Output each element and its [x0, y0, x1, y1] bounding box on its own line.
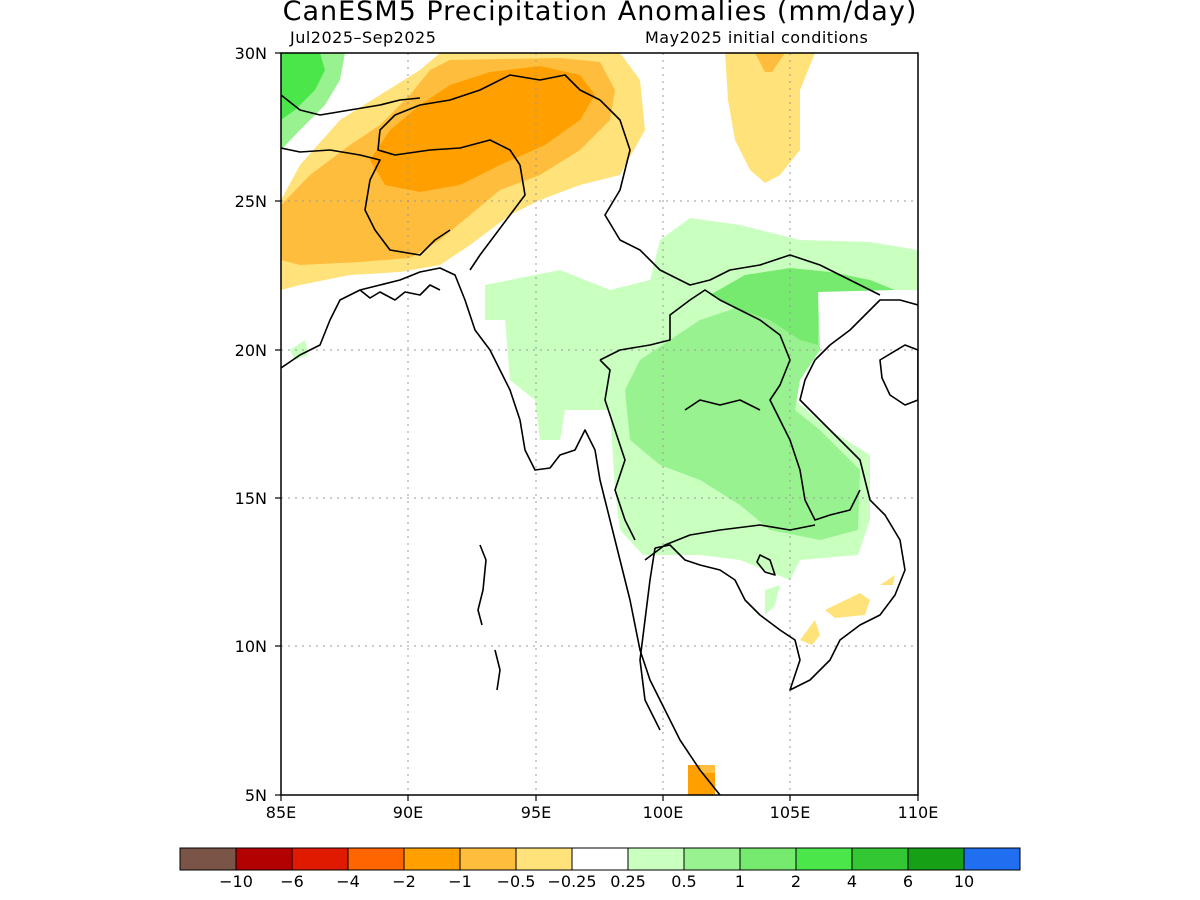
- anomaly-neg-weak-south: [825, 593, 870, 618]
- axis-ticks: [275, 52, 919, 801]
- anomaly-neg-weak-malay: [700, 765, 715, 773]
- lon-label: 100E: [642, 803, 684, 822]
- colorbar-swatch: [459, 847, 517, 871]
- colorbar-tick-label: −6: [280, 872, 304, 891]
- lat-label: 25N: [234, 192, 267, 211]
- lon-label: 110E: [897, 803, 939, 822]
- lat-label: 15N: [234, 489, 267, 508]
- anomaly-neg-weak-ne: [725, 53, 815, 183]
- anomaly-neg-weak-south2: [800, 620, 820, 645]
- colorbar-tick-label: 10: [953, 872, 975, 891]
- colorbar-tick-label: −0.25: [547, 872, 597, 891]
- lat-label: 20N: [234, 341, 267, 360]
- colorbar-tick-label: −4: [336, 872, 360, 891]
- colorbar-swatch: [347, 847, 405, 871]
- colorbar-tick-label: −1: [448, 872, 472, 891]
- anomaly-neg-ne-core: [755, 53, 785, 72]
- anomaly-pos-mod-ne: [710, 268, 895, 345]
- colorbar-swatch: [571, 847, 629, 871]
- colorbar-swatch: [795, 847, 853, 871]
- lat-label: 10N: [234, 637, 267, 656]
- init-conditions-label: May2025 initial conditions: [645, 28, 869, 47]
- colorbar-swatch: [403, 847, 461, 871]
- colorbar-swatch: [515, 847, 573, 871]
- lat-label: 30N: [234, 44, 267, 63]
- lon-label: 105E: [769, 803, 811, 822]
- lon-label: 90E: [392, 803, 424, 822]
- colorbar-swatch: [739, 847, 797, 871]
- colorbar-tick-label: 6: [902, 872, 914, 891]
- period-label: Jul2025–Sep2025: [290, 28, 437, 47]
- colorbar-tick-label: −10: [219, 872, 253, 891]
- colorbar-tick-label: 2: [790, 872, 802, 891]
- colorbar-tick-label: 0.25: [610, 872, 646, 891]
- anomaly-pos-weak-island: [765, 585, 780, 615]
- colorbar-swatch: [963, 847, 1021, 871]
- colorbar-swatch: [291, 847, 349, 871]
- chart-title: CanESM5 Precipitation Anomalies (mm/day): [282, 0, 918, 27]
- coastlines: [281, 74, 918, 795]
- colorbar: [179, 847, 1021, 871]
- anomaly-fields: [281, 53, 918, 795]
- colorbar-swatch: [179, 847, 237, 871]
- colorbar-tick-label: 1: [734, 872, 746, 891]
- colorbar-tick-label: −2: [392, 872, 416, 891]
- colorbar-tick-label: 4: [846, 872, 858, 891]
- colorbar-tick-label: −0.5: [496, 872, 536, 891]
- anomaly-pos-bay-west: [290, 340, 308, 360]
- colorbar-swatch: [627, 847, 685, 871]
- lon-label: 85E: [265, 803, 297, 822]
- anomaly-neg-weak-south3: [880, 575, 895, 585]
- colorbar-swatch: [683, 847, 741, 871]
- colorbar-swatch: [907, 847, 965, 871]
- gridlines: [281, 53, 918, 795]
- colorbar-tick-label: 0.5: [671, 872, 697, 891]
- colorbar-swatch: [235, 847, 293, 871]
- map-frame: [280, 52, 919, 796]
- anomaly-neg-mod-north: [370, 66, 595, 192]
- colorbar-swatch: [851, 847, 909, 871]
- lat-label: 5N: [244, 786, 267, 805]
- lon-label: 95E: [520, 803, 552, 822]
